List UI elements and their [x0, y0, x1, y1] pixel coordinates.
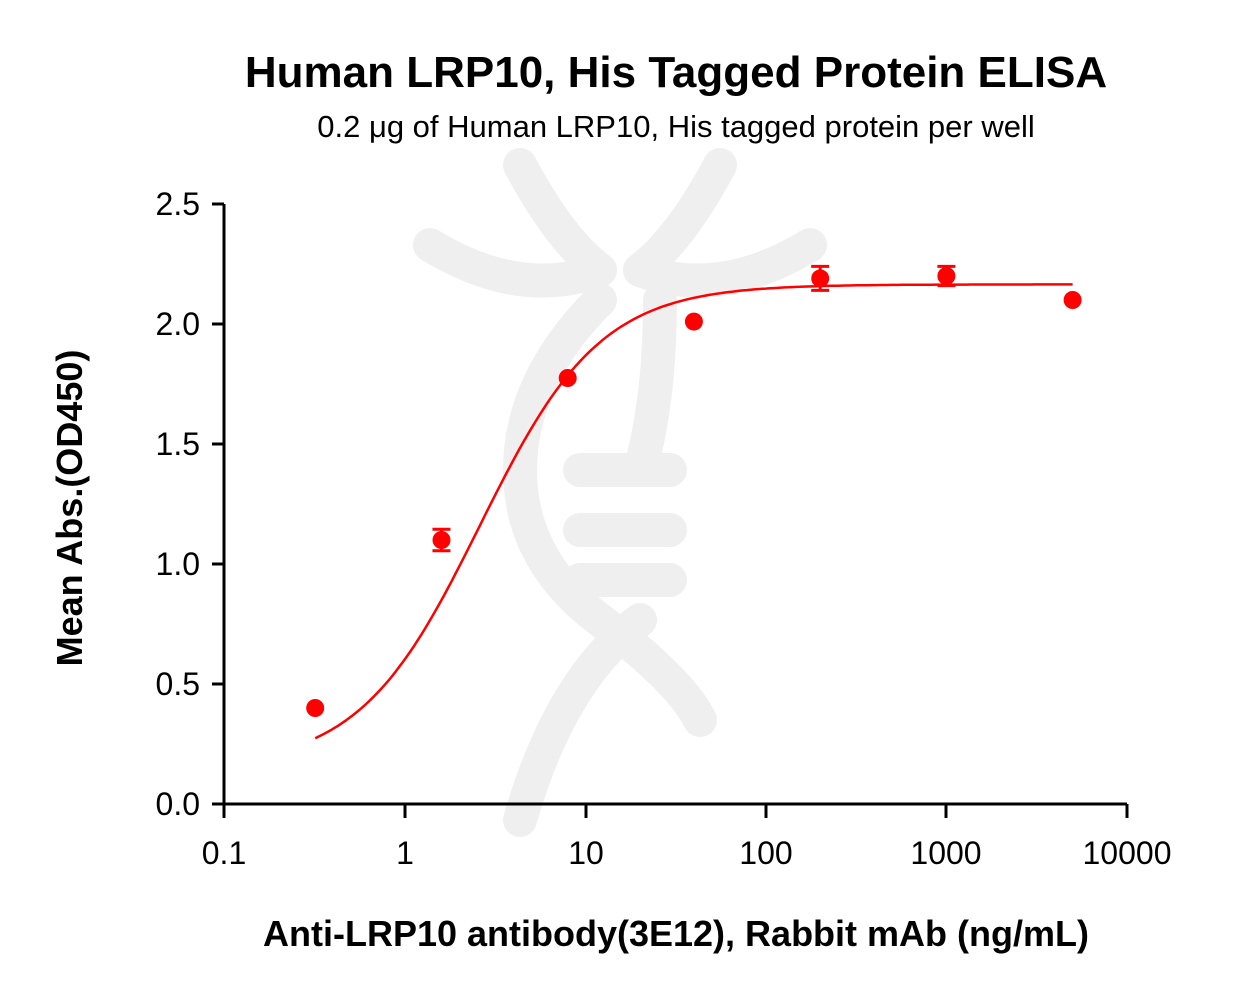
data-point	[1063, 291, 1082, 309]
y-tick-label: 0.0	[156, 786, 200, 822]
y-tick-label: 1.0	[156, 546, 200, 582]
watermark-dna-icon	[413, 148, 827, 837]
data-points	[306, 264, 1082, 717]
x-tick-label: 1	[396, 835, 414, 871]
y-tick-label: 2.5	[156, 186, 200, 222]
fit-curve	[314, 283, 1073, 740]
y-tick-label: 1.5	[156, 426, 200, 462]
data-point	[937, 267, 956, 285]
data-point	[811, 269, 830, 288]
x-tick-label: 0.1	[202, 835, 246, 871]
x-tick-labels: 0.1 1 10 100 1000 10000	[202, 835, 1172, 871]
x-axis-title: Anti-LRP10 antibody(3E12), Rabbit mAb (n…	[263, 913, 1089, 954]
y-axis	[212, 202, 226, 816]
data-point	[558, 369, 577, 387]
data-point	[432, 531, 451, 549]
chart-title: Human LRP10, His Tagged Protein ELISA	[245, 48, 1107, 97]
x-tick-label: 10	[568, 835, 604, 871]
data-point	[306, 699, 325, 717]
y-tick-label: 2.0	[156, 306, 200, 342]
x-tick-label: 100	[739, 835, 792, 871]
data-point	[684, 312, 703, 331]
y-tick-labels: 2.5 2.0 1.5 1.0 0.5 0.0	[156, 186, 200, 822]
x-tick-label: 10000	[1083, 835, 1172, 871]
x-tick-label: 1000	[910, 835, 981, 871]
chart-subtitle: 0.2 μg of Human LRP10, His tagged protei…	[317, 109, 1034, 144]
y-axis-title: Mean Abs.(OD450)	[49, 350, 90, 667]
x-axis	[212, 802, 1129, 818]
y-tick-label: 0.5	[156, 666, 200, 702]
